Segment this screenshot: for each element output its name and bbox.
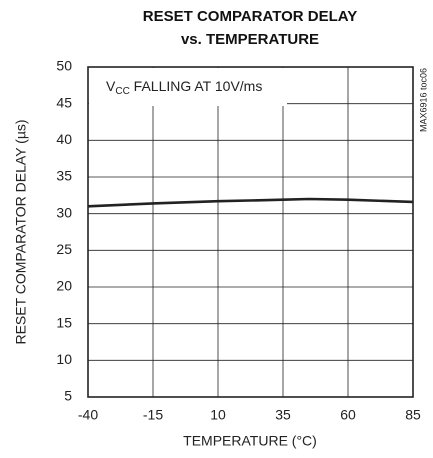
chart-title: RESET COMPARATOR DELAY	[143, 8, 357, 25]
y-tick-label: 45	[56, 94, 72, 110]
plot-border	[87, 66, 414, 398]
x-tick-label: -15	[143, 407, 163, 423]
chart-title: vs. TEMPERATURE	[181, 31, 319, 48]
annotation-box	[89, 68, 287, 106]
side-note: MAX6916 toc06	[418, 68, 428, 132]
x-tick-label: -40	[78, 407, 98, 423]
y-axis-label: RESET COMPARATOR DELAY (µs)	[13, 119, 29, 344]
x-tick-label: 35	[275, 407, 291, 423]
x-axis-label: TEMPERATURE (°C)	[183, 433, 317, 449]
y-tick-label: 15	[56, 314, 72, 330]
y-tick-label: 5	[64, 388, 72, 404]
y-tick-label: 40	[56, 131, 72, 147]
y-tick-label: 30	[56, 204, 72, 220]
annotation: VCC FALLING AT 10V/ms	[106, 78, 262, 97]
x-tick-label: 85	[405, 407, 421, 423]
x-tick-label: 60	[340, 407, 356, 423]
x-tick-label: 10	[210, 407, 226, 423]
y-tick-label: 10	[56, 351, 72, 367]
y-tick-label: 50	[56, 58, 72, 74]
y-tick-label: 35	[56, 168, 72, 184]
annotation-subscript: CC	[115, 86, 129, 97]
annotation-text: FALLING AT 10V/ms	[130, 78, 263, 94]
y-tick-label: 20	[56, 278, 72, 294]
annotation-text: V	[106, 78, 116, 94]
data-line	[87, 197, 414, 208]
y-tick-label: 25	[56, 241, 72, 257]
